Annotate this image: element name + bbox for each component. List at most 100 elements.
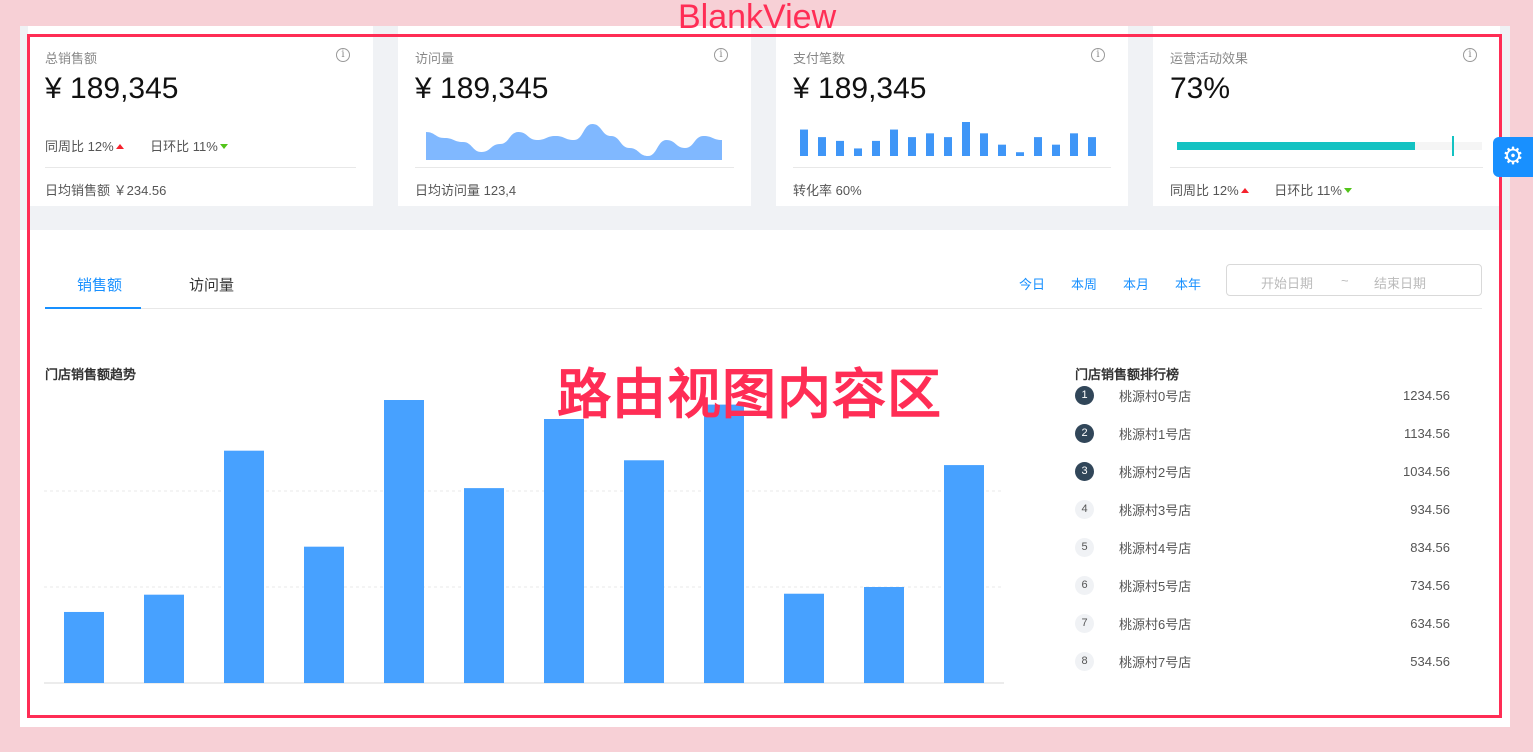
store-value: 1034.56	[1403, 463, 1450, 479]
mini-bar	[980, 133, 988, 156]
progress-bar	[1177, 136, 1482, 156]
caret-up-icon	[115, 144, 124, 149]
range-year[interactable]: 本年	[1174, 277, 1201, 292]
progress-target	[1451, 136, 1454, 156]
card-title: 支付笔数	[793, 51, 846, 66]
mini-bar	[854, 148, 862, 156]
mini-area-chart	[426, 124, 722, 160]
sales-bar-chart	[44, 400, 1004, 684]
rank-badge: 1	[1075, 385, 1094, 405]
card-total-sales: 总销售额 i ¥ 189,345 同周比 12% 日环比 11% 日均销售额 ￥…	[28, 26, 373, 206]
card-title: 访问量	[415, 51, 455, 66]
caret-down-icon	[219, 144, 228, 149]
rank-badge: 2	[1075, 423, 1094, 443]
tab-bar: 销售额 访问量 今日 本周 本月 本年 开始日期 ~ 结束日期	[45, 264, 1482, 309]
card-footer: 同周比 12% 日环比 11%	[1170, 167, 1483, 199]
card-value: 73%	[1170, 72, 1231, 105]
mini-bar	[836, 140, 844, 156]
card-visits: 访问量 i ¥ 189,345 日均访问量 123,4	[398, 26, 751, 206]
bar[interactable]	[144, 594, 184, 683]
chart-title: 门店销售额趋势	[45, 367, 137, 382]
tab-sales[interactable]: 销售额	[77, 277, 123, 294]
sales-panel: 销售额 访问量 今日 本周 本月 本年 开始日期 ~ 结束日期 门店销售额趋势 …	[20, 230, 1510, 727]
ranking-list: 1 桃源村0号店 1234.56 2 桃源村1号店 1134.56 3 桃源村2号店 1034.…	[1075, 376, 1450, 680]
ranking-item: 4 桃源村3号店 934.56	[1075, 490, 1450, 528]
range-today[interactable]: 今日	[1018, 277, 1045, 292]
ranking-item: 8 桃源村7号店 534.56	[1075, 642, 1450, 680]
range-week[interactable]: 本周	[1070, 277, 1097, 292]
rank-badge: 5	[1075, 537, 1094, 557]
range-month[interactable]: 本月	[1122, 277, 1149, 292]
store-value: 1134.56	[1403, 425, 1450, 441]
card-title: 运营活动效果	[1170, 51, 1249, 66]
bar[interactable]	[704, 404, 744, 683]
rank-badge: 3	[1075, 461, 1094, 481]
info-icon[interactable]: i	[1463, 48, 1477, 62]
end-date-input[interactable]: 结束日期	[1374, 276, 1427, 291]
bar[interactable]	[544, 419, 584, 683]
ranking-item: 1 桃源村0号店 1234.56	[1075, 376, 1450, 414]
mini-bar	[818, 137, 826, 156]
bar[interactable]	[64, 611, 104, 683]
ranking-item: 6 桃源村5号店 734.56	[1075, 566, 1450, 604]
card-payments: 支付笔数 i ¥ 189,345 转化率 60%	[776, 26, 1128, 206]
dashboard: 总销售额 i ¥ 189,345 同周比 12% 日环比 11% 日均销售额 ￥…	[20, 26, 1510, 727]
mini-bar	[944, 137, 952, 156]
mini-bar	[1052, 144, 1060, 156]
info-icon[interactable]: i	[336, 48, 350, 62]
trend-week: 同周比 12%	[45, 139, 124, 154]
store-name: 桃源村7号店	[1119, 654, 1192, 670]
mini-bar-chart	[800, 122, 1096, 156]
store-name: 桃源村0号店	[1119, 388, 1192, 404]
rank-badge: 7	[1075, 613, 1094, 633]
store-value: 634.56	[1410, 615, 1450, 631]
info-icon[interactable]: i	[1091, 48, 1105, 62]
bar[interactable]	[944, 465, 984, 683]
tab-visits[interactable]: 访问量	[189, 277, 235, 294]
rank-badge: 4	[1075, 499, 1094, 519]
info-icon[interactable]: i	[714, 48, 728, 62]
card-campaign: 运营活动效果 i 73% 同周比 12% 日环比 11%	[1153, 26, 1500, 206]
start-date-input[interactable]: 开始日期	[1261, 276, 1314, 291]
rank-badge: 8	[1075, 651, 1094, 671]
ranking-item: 5 桃源村4号店 834.56	[1075, 528, 1450, 566]
store-name: 桃源村5号店	[1119, 578, 1192, 594]
card-value: ¥ 189,345	[793, 72, 927, 105]
caret-up-icon	[1240, 188, 1249, 193]
mini-bar	[962, 122, 970, 156]
store-value: 834.56	[1410, 539, 1450, 555]
bar[interactable]	[784, 593, 824, 683]
bar[interactable]	[864, 587, 904, 683]
mini-bar	[890, 129, 898, 156]
mini-bar	[1016, 152, 1024, 156]
blankview-label: BlankView	[678, 0, 837, 36]
bar[interactable]	[464, 488, 504, 683]
bar[interactable]	[384, 400, 424, 683]
mini-bar	[908, 137, 916, 156]
card-footer: 转化率 60%	[793, 167, 1111, 199]
progress-fill	[1177, 142, 1415, 150]
bar[interactable]	[304, 546, 344, 683]
bar[interactable]	[224, 450, 264, 683]
card-footer: 日均销售额 ￥234.56	[45, 167, 356, 199]
rank-badge: 6	[1075, 575, 1094, 595]
bar[interactable]	[624, 460, 664, 683]
card-title: 总销售额	[45, 51, 98, 66]
store-name: 桃源村2号店	[1119, 464, 1192, 480]
card-footer: 日均访问量 123,4	[415, 167, 734, 199]
route-view-label: 路由视图内容区	[557, 365, 942, 425]
mini-bar	[1034, 137, 1042, 156]
trend-day: 日环比 11%	[1274, 183, 1352, 198]
ranking-item: 3 桃源村2号店 1034.56	[1075, 452, 1450, 490]
mini-bar	[800, 129, 808, 156]
store-name: 桃源村6号店	[1119, 616, 1192, 632]
ranking-item: 2 桃源村1号店 1134.56	[1075, 414, 1450, 452]
store-name: 桃源村1号店	[1119, 426, 1192, 442]
store-value: 534.56	[1410, 653, 1450, 669]
mini-bar	[926, 133, 934, 156]
tab-ink-bar	[45, 307, 141, 309]
ranking-title: 门店销售额排行榜	[1075, 367, 1180, 382]
gear-icon[interactable]: ⚙	[1493, 137, 1533, 177]
date-range-picker[interactable]: 开始日期 ~ 结束日期	[1226, 264, 1482, 296]
mini-bar	[1088, 137, 1096, 156]
